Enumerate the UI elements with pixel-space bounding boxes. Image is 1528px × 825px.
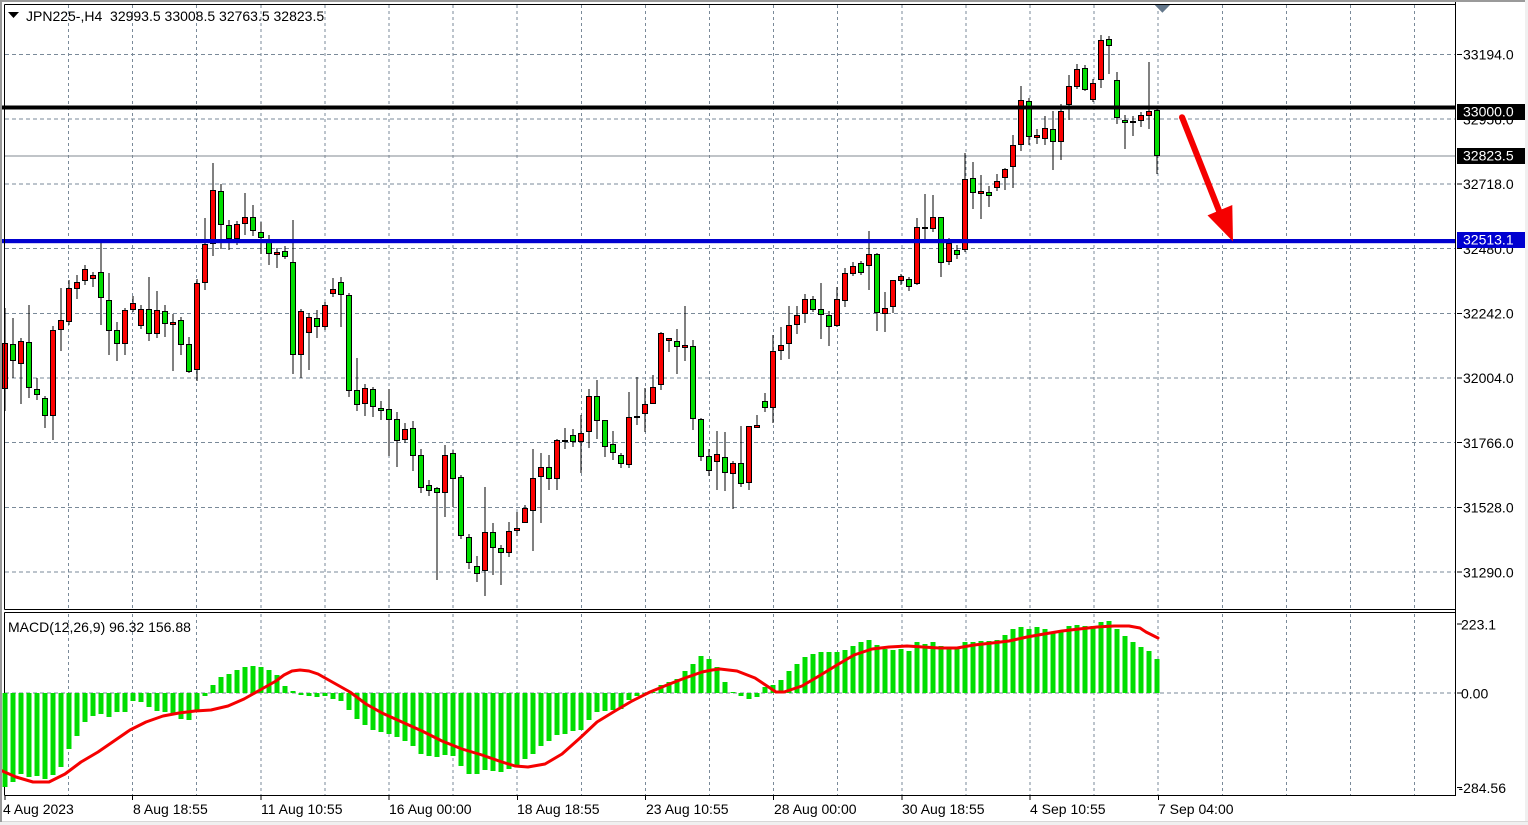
svg-text:32513.1: 32513.1: [1463, 232, 1514, 248]
svg-text:32004.0: 32004.0: [1463, 370, 1514, 386]
svg-text:8 Aug 18:55: 8 Aug 18:55: [133, 801, 208, 817]
svg-text:32718.0: 32718.0: [1463, 176, 1514, 192]
svg-text:11 Aug 10:55: 11 Aug 10:55: [261, 801, 343, 817]
svg-text:33194.0: 33194.0: [1463, 47, 1514, 63]
svg-text:32242.0: 32242.0: [1463, 306, 1514, 322]
svg-text:-284.56: -284.56: [1459, 780, 1507, 796]
svg-text:28 Aug 00:00: 28 Aug 00:00: [774, 801, 857, 817]
svg-text:30 Aug 18:55: 30 Aug 18:55: [902, 801, 985, 817]
svg-text:31290.0: 31290.0: [1463, 564, 1514, 580]
svg-text:33000.0: 33000.0: [1463, 104, 1514, 120]
svg-text:16 Aug 00:00: 16 Aug 00:00: [389, 801, 472, 817]
svg-text:7 Sep 04:00: 7 Sep 04:00: [1158, 801, 1234, 817]
svg-text:18 Aug 18:55: 18 Aug 18:55: [517, 801, 600, 817]
svg-text:23 Aug 10:55: 23 Aug 10:55: [646, 801, 729, 817]
svg-text:MACD(12,26,9) 96.32 156.88: MACD(12,26,9) 96.32 156.88: [8, 619, 191, 635]
svg-text:0.00: 0.00: [1461, 686, 1488, 702]
svg-text:31766.0: 31766.0: [1463, 435, 1514, 451]
svg-text:31528.0: 31528.0: [1463, 500, 1514, 516]
svg-text:4 Aug 2023: 4 Aug 2023: [3, 801, 74, 817]
svg-text:223.1: 223.1: [1461, 616, 1496, 632]
svg-text:JPN225-,H4 32993.5 33008.5 32: JPN225-,H4 32993.5 33008.5 32763.5 32823…: [26, 8, 324, 24]
svg-text:4 Sep 10:55: 4 Sep 10:55: [1030, 801, 1106, 817]
svg-text:32823.5: 32823.5: [1463, 148, 1514, 164]
